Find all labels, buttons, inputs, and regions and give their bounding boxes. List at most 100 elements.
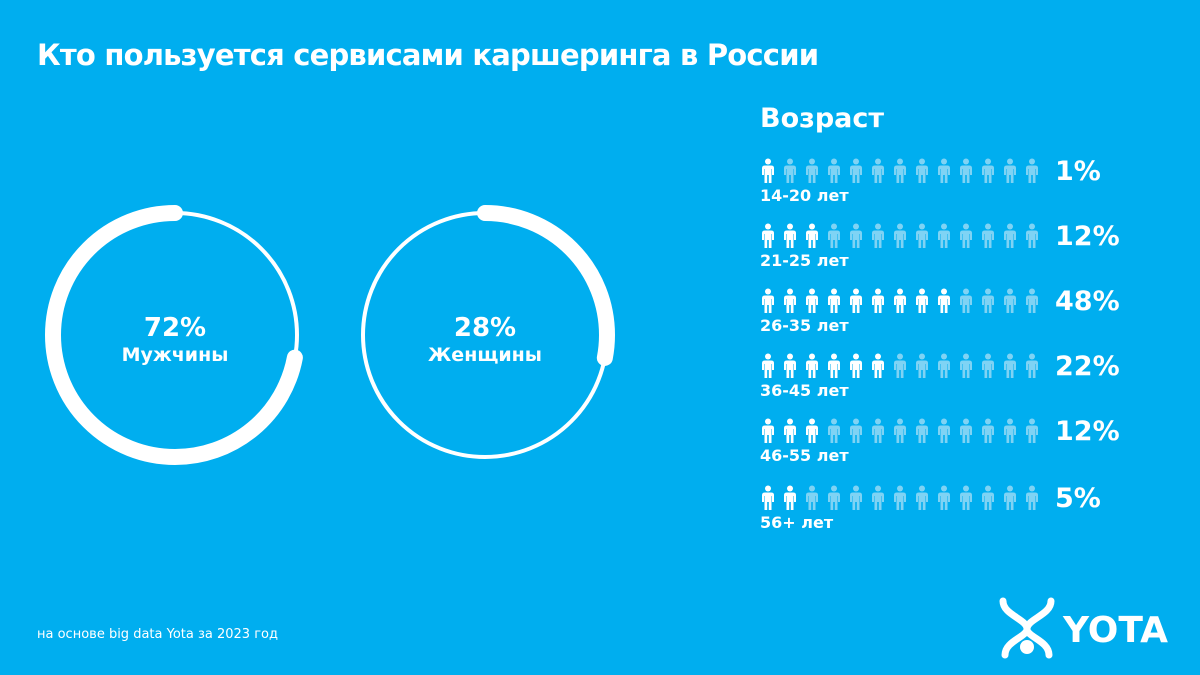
person-icon-empty — [894, 158, 906, 183]
person-icon-empty — [1026, 223, 1038, 248]
person-icon-empty — [938, 158, 950, 183]
person-icon-empty — [850, 158, 862, 183]
yota-logo: YOTA — [997, 597, 1177, 663]
person-icon-empty — [960, 353, 972, 378]
age-row-icons — [762, 158, 1038, 183]
person-icon-filled — [806, 288, 818, 313]
person-icon-filled — [784, 418, 796, 443]
person-icon-empty — [982, 223, 994, 248]
yota-logo-icon: YOTA — [999, 597, 1168, 659]
donut-women: 28% Женщины — [350, 205, 620, 475]
person-icon-filled — [806, 353, 818, 378]
person-icon-filled — [784, 485, 796, 510]
age-percent: 22% — [1055, 351, 1120, 382]
person-icon-empty — [828, 485, 840, 510]
women-label: Женщины — [428, 344, 542, 366]
donut-women-chart — [355, 205, 615, 465]
person-icon-empty — [872, 223, 884, 248]
person-icon-empty — [828, 418, 840, 443]
person-icon-filled — [784, 288, 796, 313]
women-percent: 28% — [453, 313, 517, 343]
footnote: на основе big data Yota за 2023 год — [37, 627, 278, 642]
person-icon-filled — [762, 353, 774, 378]
person-icon-empty — [982, 158, 994, 183]
person-icon-empty — [938, 485, 950, 510]
person-icon-empty — [960, 288, 972, 313]
page-title: Кто пользуется сервисами каршеринга в Ро… — [37, 38, 819, 72]
person-icon-empty — [1004, 288, 1016, 313]
age-row: 46-55 лет 12% — [758, 416, 1158, 478]
person-icon-filled — [850, 288, 862, 313]
age-row: 26-35 лет 48% — [758, 286, 1158, 348]
person-icon-empty — [1004, 158, 1016, 183]
age-row-icons — [762, 288, 1038, 313]
person-icon-empty — [938, 418, 950, 443]
person-icon-filled — [806, 418, 818, 443]
age-range-label: 36-45 лет — [760, 381, 849, 400]
person-icon-empty — [894, 418, 906, 443]
person-icon-empty — [850, 418, 862, 443]
person-icon-empty — [894, 223, 906, 248]
person-icon-empty — [850, 223, 862, 248]
person-icon-filled — [938, 288, 950, 313]
donut-men: 72% Мужчины — [40, 205, 310, 475]
person-icon-empty — [938, 353, 950, 378]
person-icon-filled — [762, 158, 774, 183]
person-icon-empty — [960, 158, 972, 183]
age-percent: 5% — [1055, 483, 1101, 514]
person-icon-empty — [938, 223, 950, 248]
person-icon-filled — [762, 418, 774, 443]
age-row-icons — [762, 353, 1038, 378]
person-icon-empty — [1026, 158, 1038, 183]
age-row-icons — [762, 223, 1038, 248]
person-icon-empty — [982, 485, 994, 510]
person-icon-empty — [916, 485, 928, 510]
age-percent: 48% — [1055, 286, 1120, 317]
person-icon-empty — [960, 485, 972, 510]
person-icon-filled — [894, 288, 906, 313]
person-icon-empty — [894, 485, 906, 510]
person-icon-filled — [806, 223, 818, 248]
age-row-icons — [762, 485, 1038, 510]
age-row: 14-20 лет 1% — [758, 156, 1158, 218]
person-icon-empty — [1026, 353, 1038, 378]
person-icon-empty — [1004, 485, 1016, 510]
person-icon-filled — [784, 353, 796, 378]
person-icon-empty — [1026, 288, 1038, 313]
person-icon-empty — [1004, 223, 1016, 248]
age-range-label: 56+ лет — [760, 513, 834, 532]
person-icon-filled — [850, 353, 862, 378]
person-icon-empty — [982, 288, 994, 313]
age-range-label: 21-25 лет — [760, 251, 849, 270]
person-icon-filled — [828, 353, 840, 378]
age-percent: 12% — [1055, 416, 1120, 447]
person-icon-empty — [960, 418, 972, 443]
person-icon-empty — [916, 223, 928, 248]
age-range-label: 46-55 лет — [760, 446, 849, 465]
age-range-label: 14-20 лет — [760, 186, 849, 205]
person-icon-empty — [960, 223, 972, 248]
person-icon-empty — [982, 353, 994, 378]
person-icon-empty — [872, 418, 884, 443]
age-row: 21-25 лет 12% — [758, 221, 1158, 283]
age-row: 56+ лет 5% — [758, 483, 1158, 545]
person-icon-filled — [872, 353, 884, 378]
age-title: Возраст — [760, 103, 885, 134]
age-row-icons — [762, 418, 1038, 443]
person-icon-empty — [828, 223, 840, 248]
person-icon-filled — [872, 288, 884, 313]
person-icon-empty — [872, 158, 884, 183]
person-icon-empty — [894, 353, 906, 378]
age-range-label: 26-35 лет — [760, 316, 849, 335]
person-icon-empty — [916, 418, 928, 443]
person-icon-empty — [806, 485, 818, 510]
person-icon-filled — [762, 223, 774, 248]
person-icon-empty — [806, 158, 818, 183]
person-icon-filled — [784, 223, 796, 248]
men-label: Мужчины — [121, 344, 229, 366]
person-icon-empty — [1026, 485, 1038, 510]
person-icon-filled — [828, 288, 840, 313]
donut-slice-men — [45, 205, 305, 465]
person-icon-empty — [1004, 353, 1016, 378]
person-icon-filled — [916, 288, 928, 313]
